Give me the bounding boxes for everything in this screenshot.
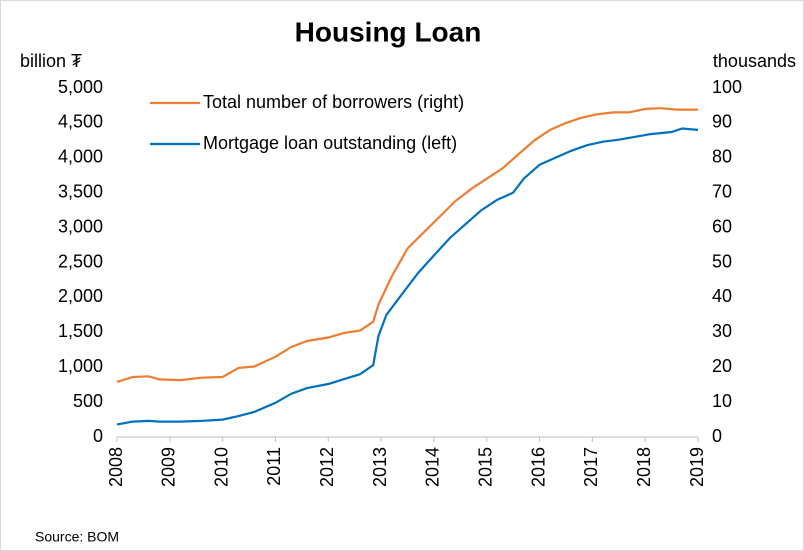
x-tick-label: 2016 bbox=[528, 447, 548, 487]
x-tick-label: 2008 bbox=[106, 447, 126, 487]
chart-title: Housing Loan bbox=[295, 16, 482, 47]
y-tick-label: 4,500 bbox=[58, 112, 103, 132]
y-tick-label: 5,000 bbox=[58, 77, 103, 97]
y2-tick-label: 80 bbox=[712, 147, 732, 167]
y-tick-label: 4,000 bbox=[58, 147, 103, 167]
y-axis-label: billion ₮ bbox=[20, 51, 82, 71]
y2-tick-label: 60 bbox=[712, 216, 732, 236]
series-line bbox=[116, 107, 698, 383]
legend-label: Mortgage loan outstanding (left) bbox=[203, 133, 457, 153]
y2-tick-label: 70 bbox=[712, 181, 732, 201]
x-tick-label: 2017 bbox=[581, 447, 601, 487]
source-note: Source: BOM bbox=[35, 529, 119, 545]
legend-label: Total number of borrowers (right) bbox=[203, 92, 464, 112]
y2-axis-label: thousands bbox=[713, 51, 796, 71]
y2-tick-label: 20 bbox=[712, 356, 732, 376]
y-tick-label: 2,500 bbox=[58, 251, 103, 271]
x-tick-label: 2014 bbox=[423, 447, 443, 487]
y2-tick-label: 90 bbox=[712, 112, 732, 132]
x-tick-label: 2015 bbox=[475, 447, 495, 487]
y2-tick-label: 10 bbox=[712, 391, 732, 411]
x-tick-label: 2019 bbox=[687, 447, 707, 487]
x-tick-label: 2010 bbox=[211, 447, 231, 487]
y-tick-label: 3,500 bbox=[58, 181, 103, 201]
y-tick-label: 1,000 bbox=[58, 356, 103, 376]
x-tick-label: 2011 bbox=[264, 447, 284, 486]
x-tick-label: 2009 bbox=[159, 447, 179, 487]
y-tick-label: 500 bbox=[73, 391, 103, 411]
y2-tick-label: 50 bbox=[712, 251, 732, 271]
x-tick-label: 2012 bbox=[317, 447, 337, 487]
y2-tick-label: 100 bbox=[712, 77, 742, 97]
y-tick-label: 3,000 bbox=[58, 216, 103, 236]
y-tick-label: 2,000 bbox=[58, 286, 103, 306]
series-line bbox=[116, 127, 699, 426]
x-tick-label: 2018 bbox=[634, 447, 654, 487]
y2-tick-label: 40 bbox=[712, 286, 732, 306]
x-tick-label: 2013 bbox=[370, 447, 390, 487]
y-tick-label: 0 bbox=[93, 426, 103, 446]
y2-tick-label: 30 bbox=[712, 321, 732, 341]
y2-tick-label: 0 bbox=[712, 426, 722, 446]
y-tick-label: 1,500 bbox=[58, 321, 103, 341]
